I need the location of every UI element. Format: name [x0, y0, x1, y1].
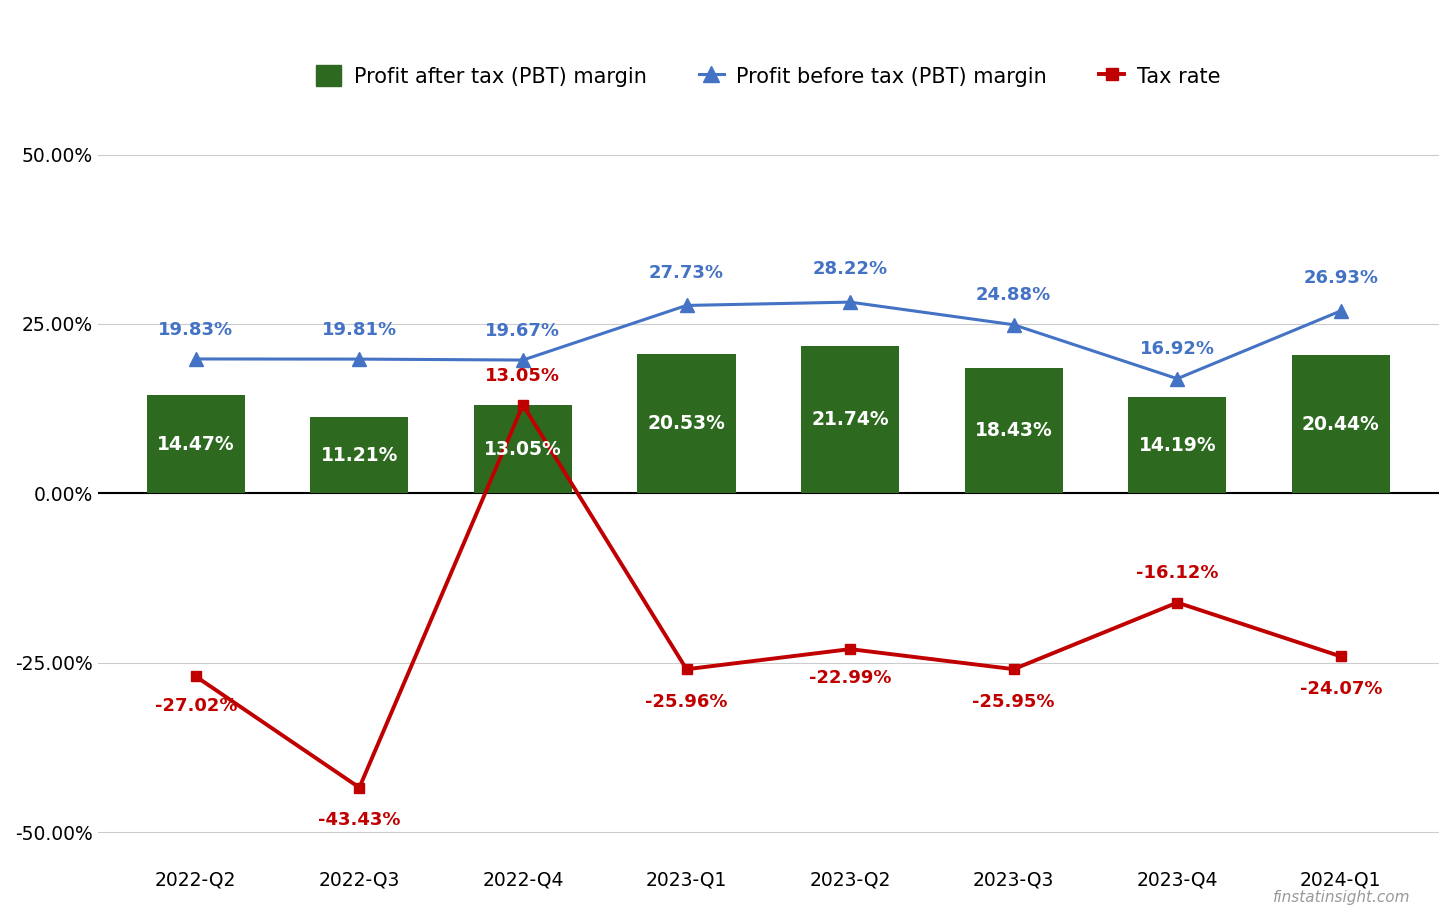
Text: finstatinsight.com: finstatinsight.com: [1272, 890, 1410, 905]
Text: 14.47%: 14.47%: [157, 435, 234, 454]
Text: 28.22%: 28.22%: [813, 260, 887, 279]
Text: 13.05%: 13.05%: [484, 440, 561, 459]
Text: -16.12%: -16.12%: [1136, 564, 1218, 582]
Text: 20.53%: 20.53%: [647, 414, 726, 433]
Text: 11.21%: 11.21%: [321, 446, 398, 465]
Text: 21.74%: 21.74%: [811, 410, 888, 430]
Text: 20.44%: 20.44%: [1301, 415, 1380, 433]
Text: 18.43%: 18.43%: [974, 421, 1053, 441]
Text: -27.02%: -27.02%: [154, 696, 237, 715]
Bar: [801, 346, 899, 494]
Text: 19.83%: 19.83%: [158, 321, 233, 339]
Text: 14.19%: 14.19%: [1138, 436, 1216, 455]
Text: -22.99%: -22.99%: [808, 669, 891, 687]
Text: -43.43%: -43.43%: [318, 812, 401, 829]
Legend: Profit after tax (PBT) margin, Profit before tax (PBT) margin, Tax rate: Profit after tax (PBT) margin, Profit be…: [308, 57, 1229, 95]
Text: 24.88%: 24.88%: [976, 286, 1051, 304]
Text: 26.93%: 26.93%: [1303, 269, 1378, 287]
Bar: [1291, 355, 1390, 494]
Bar: [1128, 398, 1226, 494]
Text: -24.07%: -24.07%: [1300, 680, 1383, 698]
Text: 27.73%: 27.73%: [648, 264, 724, 282]
Text: 13.05%: 13.05%: [486, 367, 560, 385]
Text: -25.95%: -25.95%: [973, 693, 1056, 711]
Text: 19.81%: 19.81%: [321, 321, 397, 339]
Bar: [310, 418, 409, 494]
Text: -25.96%: -25.96%: [646, 693, 728, 711]
Text: 16.92%: 16.92%: [1140, 340, 1214, 358]
Bar: [964, 368, 1063, 494]
Bar: [147, 395, 244, 494]
Text: 19.67%: 19.67%: [486, 322, 560, 340]
Bar: [637, 355, 736, 494]
Bar: [474, 405, 571, 494]
